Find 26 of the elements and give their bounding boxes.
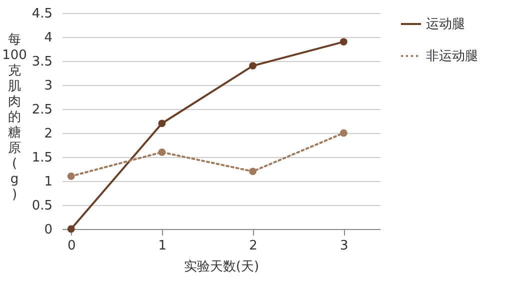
y-tick-label: 2.5 [32,102,52,118]
point [340,38,348,46]
point [340,129,348,137]
y-tick-label: 1 [44,174,52,190]
point [67,172,75,180]
point [67,225,75,233]
x-tick-label: 2 [249,238,258,254]
y-tick-label: 3.5 [32,54,52,70]
x-tick-label: 3 [340,238,348,254]
legend-label: 运动腿 [426,17,465,32]
y-tick-label: 0.5 [32,198,52,214]
x-tick-label: 1 [158,238,167,254]
legend-label: 非运动腿 [426,49,478,64]
x-tick-label: 0 [67,238,76,254]
point [158,120,166,128]
y-tick-label: 4.5 [32,6,52,22]
text: 每100克肌肉的糖原(g) [2,32,27,202]
y-tick-label: 1.5 [32,150,52,166]
point [249,62,257,70]
y-tick-label: 3 [44,78,52,94]
point [158,148,166,156]
y-tick-label: 0 [44,222,52,238]
point [249,168,257,176]
y-tick-label: 2 [44,126,52,142]
y-tick-label: 4 [44,30,52,46]
x-axis-title: 实验天数(天) [184,260,260,274]
